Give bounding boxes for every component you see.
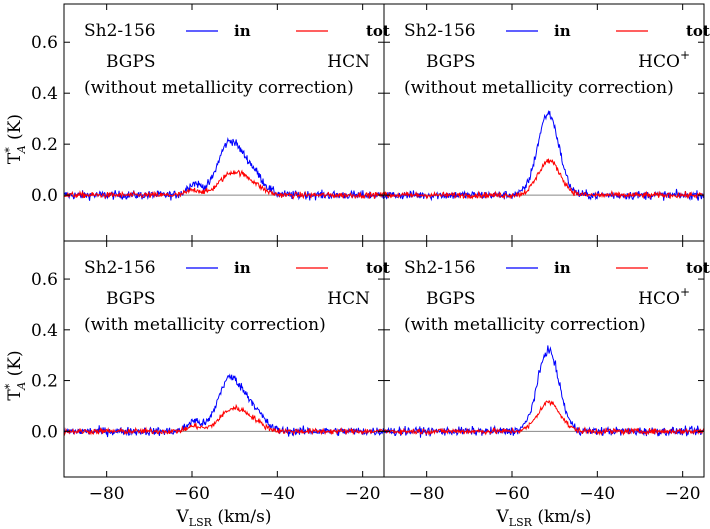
x-tick-label: −80	[89, 484, 125, 504]
xlabel-main: V	[496, 507, 510, 527]
correction-note: (with metallicity correction)	[84, 315, 326, 335]
x-tick-label: −80	[409, 484, 445, 504]
legend-label-in: in	[234, 22, 251, 40]
legend-label-in: in	[234, 259, 251, 277]
y-tick-label: 0.0	[31, 422, 58, 442]
line-label: HCO+	[638, 48, 690, 72]
line-sup: +	[680, 285, 690, 299]
x-axis-label: VLSR (km/s)	[496, 507, 592, 529]
legend-label-tot: tot	[686, 22, 710, 40]
x-tick-label: −40	[579, 484, 615, 504]
x-tick-label: −60	[494, 484, 530, 504]
y-axis-label: T*A (K)	[3, 114, 28, 164]
line-name: HCO	[638, 289, 680, 309]
legend-label-tot: tot	[366, 22, 390, 40]
spectrum-line-tot	[383, 158, 705, 200]
y-tick-label: 0.2	[31, 372, 58, 392]
xlabel-unit: (km/s)	[212, 507, 272, 527]
line-label: HCN	[327, 289, 370, 309]
y-axis-label: T*A (K)	[3, 350, 28, 400]
spectrum-line-in	[63, 373, 385, 438]
legend-label-tot: tot	[686, 259, 710, 277]
xlabel-sub: LSR	[189, 516, 213, 529]
panel-bottom-left: 0.0 0.2 0.4 0.6 −80 −60 −40 −20 Sh2-156 BGPS HCN(w…	[3, 240, 390, 529]
ylabel-unit: (K)	[5, 114, 25, 145]
y-tick-label: 0.2	[31, 135, 58, 155]
ylabel-main: T	[5, 152, 25, 164]
xlabel-unit: (km/s)	[532, 507, 592, 527]
y-tick-label: 0.6	[31, 270, 58, 290]
correction-note: (with metallicity correction)	[404, 315, 646, 335]
spectrum-line-tot	[63, 403, 385, 437]
source-label: Sh2-156	[84, 258, 156, 278]
ylabel-main: T	[5, 389, 25, 401]
survey-label: BGPS	[426, 289, 475, 309]
y-tick-label: 0.4	[31, 84, 58, 104]
ylabel-sup: *	[3, 147, 16, 153]
ylabel-unit: (K)	[5, 350, 25, 381]
ylabel-sup: *	[3, 383, 16, 389]
line-label: HCO+	[638, 285, 690, 309]
x-tick-label: −60	[174, 484, 210, 504]
panel-top-right: Sh2-156 BGPS HCO+ (without metallicity corr…	[383, 3, 710, 242]
source-label: Sh2-156	[404, 21, 476, 41]
x-axis-label: VLSR (km/s)	[176, 507, 272, 529]
correction-note: (without metallicity correction)	[84, 78, 354, 98]
spectrum-line-tot	[383, 399, 705, 436]
correction-note: (without metallicity correction)	[404, 78, 674, 98]
y-tick-label: 0.6	[31, 33, 58, 53]
spectrum-line-tot	[63, 169, 385, 200]
y-tick-label: 0.0	[31, 186, 58, 206]
ylabel-sub: A	[15, 145, 28, 154]
survey-label: BGPS	[426, 52, 475, 72]
legend-label-tot: tot	[366, 259, 390, 277]
line-sup: +	[680, 48, 690, 62]
survey-label: BGPS	[106, 289, 155, 309]
legend-label-in: in	[554, 259, 571, 277]
spectrum-line-in	[63, 137, 385, 201]
x-tick-label: −40	[259, 484, 295, 504]
spectrum-line-in	[383, 345, 705, 438]
legend-label-in: in	[554, 22, 571, 40]
source-label: Sh2-156	[84, 21, 156, 41]
line-label: HCN	[327, 52, 370, 72]
panel-bottom-right: −80 −60 −40 −20 Sh2-156 BGPS HCO+ (with metalli…	[383, 240, 710, 529]
spectrum-line-in	[383, 109, 705, 202]
x-tick-label: −20	[665, 484, 701, 504]
panel-frame	[383, 240, 705, 478]
line-name: HCO	[638, 52, 680, 72]
xlabel-main: V	[176, 507, 190, 527]
y-tick-label: 0.4	[31, 321, 58, 341]
panel-top-left: 0.0 0.2 0.4 0.6 Sh2-156 BGPS HCN (without metal…	[3, 3, 390, 242]
survey-label: BGPS	[106, 52, 155, 72]
ylabel-sub: A	[15, 382, 28, 391]
x-tick-label: −20	[345, 484, 381, 504]
xlabel-sub: LSR	[509, 516, 533, 529]
source-label: Sh2-156	[404, 258, 476, 278]
